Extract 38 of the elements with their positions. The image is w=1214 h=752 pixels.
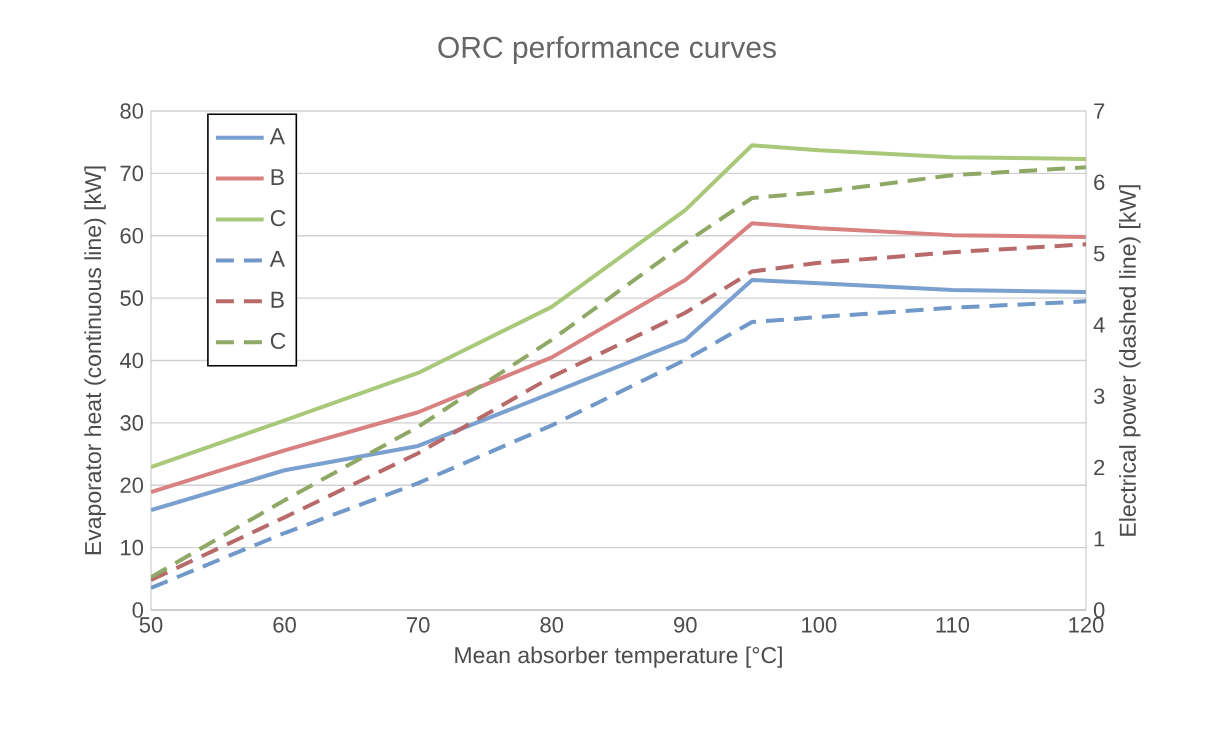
- y2-tick-label: 6: [1094, 174, 1105, 191]
- y2-axis-title: Electrical power (dashed line) [kW]: [1119, 185, 1141, 536]
- line-series: [151, 143, 1086, 470]
- x-tick-label: 100: [802, 617, 837, 633]
- y-tick-label: 70: [120, 165, 144, 182]
- legend-label: A: [269, 251, 285, 267]
- line-series: [151, 242, 1086, 583]
- y-axis-title: Evaporator heat (continuous line) [kW]: [84, 166, 106, 555]
- y-tick-label: 60: [120, 227, 144, 244]
- y-tick-label: 30: [120, 415, 144, 431]
- legend-label: A: [269, 128, 285, 145]
- legend-label: B: [271, 291, 284, 308]
- y2-tick-label: 7: [1094, 103, 1105, 119]
- y2-tick-label: 4: [1093, 317, 1105, 333]
- x-tick-label: 80: [540, 617, 564, 633]
- legend-label: C: [270, 209, 286, 227]
- x-axis-title: Mean absorber temperature [°C]: [455, 646, 782, 668]
- y-tick-label: 10: [121, 539, 144, 556]
- y2-tick-label: 3: [1093, 388, 1105, 404]
- x-tick-label: 70: [407, 617, 430, 633]
- y-tick-label: 40: [119, 352, 144, 369]
- x-tick-label: 50: [139, 617, 163, 633]
- y2-tick-label: 1: [1094, 531, 1105, 547]
- x-tick-label: 60: [273, 617, 296, 633]
- y-tick-label: 20: [120, 477, 144, 494]
- y-tick-label: 80: [120, 103, 144, 119]
- legend-label: B: [271, 169, 284, 185]
- chart-title: ORC performance curves: [438, 36, 776, 64]
- y2-tick-label: 5: [1093, 245, 1105, 262]
- legend-label: C: [270, 332, 286, 349]
- line-series: [151, 165, 1086, 580]
- x-tick-label: 90: [674, 617, 697, 633]
- y-tick-label: 0: [132, 602, 144, 618]
- y2-tick-label: 0: [1093, 602, 1105, 618]
- x-tick-label: 110: [936, 617, 970, 633]
- y-tick-label: 50: [120, 290, 144, 306]
- y2-tick-label: 2: [1094, 459, 1105, 476]
- x-tick-label: 120: [1069, 617, 1104, 633]
